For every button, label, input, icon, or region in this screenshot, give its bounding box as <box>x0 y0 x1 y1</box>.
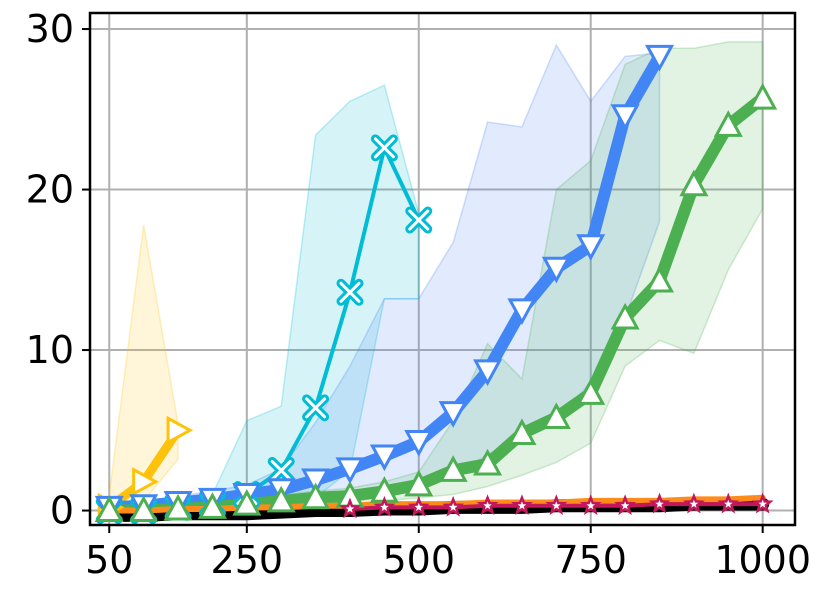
series-6-point <box>682 492 705 514</box>
series-0-point <box>166 415 194 445</box>
series-2-point <box>507 298 537 326</box>
series-3-point <box>748 82 778 110</box>
y-tick-label: 30 <box>26 7 74 51</box>
series-2-point <box>576 234 606 261</box>
series-1-point <box>336 278 364 306</box>
series-2-point <box>369 444 399 472</box>
series-3-point <box>129 495 159 523</box>
series-6-point <box>545 494 568 516</box>
series-6-point <box>476 494 499 516</box>
series-3-point <box>232 489 262 516</box>
series-6-point <box>648 492 671 514</box>
x-marker-inner <box>339 281 361 303</box>
series-6-point <box>510 494 533 516</box>
series-0-band <box>108 224 179 512</box>
series-2-point <box>438 401 468 428</box>
series-2-point <box>644 44 675 72</box>
y-tick-label: 10 <box>26 328 74 372</box>
series-1-point <box>267 456 295 484</box>
x-marker-inner <box>373 137 395 159</box>
x-tick-label: 50 <box>85 538 133 582</box>
series-3-point <box>576 378 606 405</box>
series-3-point <box>644 265 675 293</box>
x-tick-label: 250 <box>211 538 284 582</box>
series-1-point <box>302 394 330 422</box>
series-2-point <box>610 104 640 131</box>
series-6-point <box>751 492 774 514</box>
series-6-point <box>717 492 740 514</box>
series-3-point <box>438 455 468 482</box>
plot-frame <box>88 11 797 527</box>
x-tick-label: 1000 <box>714 538 811 582</box>
series-3-point <box>507 418 537 446</box>
series-6-point <box>614 494 637 516</box>
series-2-point <box>301 468 331 496</box>
series-3-point <box>679 169 709 197</box>
series-6-point <box>339 497 361 519</box>
series-3-point <box>713 110 743 137</box>
series-6-point <box>579 494 602 516</box>
series-2-point <box>404 430 434 457</box>
series-markers <box>94 44 778 525</box>
x-tick-label: 500 <box>383 538 456 582</box>
series-3-point <box>610 302 640 330</box>
series-3-point <box>301 482 331 510</box>
series-3-point <box>197 492 227 519</box>
series-3-point <box>266 485 296 513</box>
y-tick-label: 0 <box>50 489 74 533</box>
x-tick-label: 750 <box>554 538 627 582</box>
series-2-point <box>473 359 503 387</box>
series-2-point <box>541 256 571 284</box>
x-marker-inner <box>305 397 327 419</box>
series-1-point <box>405 206 433 234</box>
series-6-point <box>373 495 396 517</box>
series-0-point <box>132 467 159 497</box>
series-3-point <box>404 469 434 497</box>
series-6-point <box>407 495 430 517</box>
x-marker-inner <box>270 459 292 481</box>
series-3-point <box>94 495 124 523</box>
series-3-point <box>473 448 503 476</box>
series-6-point <box>442 495 465 517</box>
series-3-point <box>163 493 193 521</box>
x-marker-inner <box>408 209 430 231</box>
series-1-point <box>370 134 398 162</box>
axis-ticks: 50 250 500 750 1000 0 10 20 30 <box>26 7 811 582</box>
series-2-point <box>335 457 365 484</box>
y-tick-label: 20 <box>26 168 74 212</box>
series-3-point <box>541 402 571 429</box>
